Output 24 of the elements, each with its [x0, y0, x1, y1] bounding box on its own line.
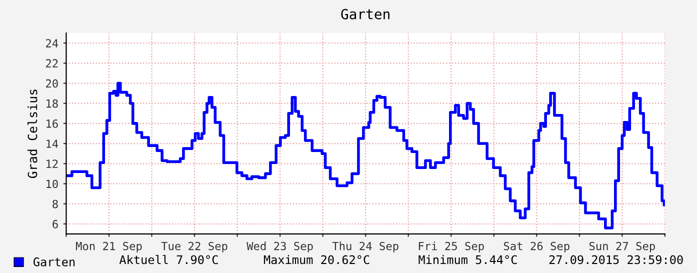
y-tick-label: 20: [46, 79, 58, 88]
y-tick-label: 10: [46, 180, 58, 188]
x-tick-label: Sun 27 Sep: [589, 242, 655, 252]
y-tick-label: 24: [46, 39, 58, 48]
x-tick-label: Sat 26 Sep: [504, 242, 570, 252]
text: Maximum 20.62°C: [264, 255, 370, 264]
text: Minimum 5.44°C: [418, 255, 517, 264]
y-tick-label: 6: [52, 220, 58, 228]
x-tick-label: Mon 21 Sep: [76, 242, 142, 252]
x-tick-label: Thu 24 Sep: [332, 242, 398, 252]
y-tick-label: 16: [46, 119, 58, 128]
text: Aktuell 7.90°C: [119, 254, 218, 264]
x-tick-label: Wed 23 Sep: [246, 242, 313, 252]
legend-label: Garten: [34, 257, 75, 266]
chart-title: Garten: [341, 8, 390, 20]
y-tick-label: 22: [46, 59, 58, 68]
x-tick-label: Tue 22 Sep: [161, 242, 228, 252]
text: 27.09.2015 23:59:00: [549, 255, 683, 264]
y-tick-label: 12: [46, 160, 58, 168]
y-tick-label: 8: [52, 200, 58, 208]
y-axis-title: Grad Celsius: [27, 90, 38, 178]
x-tick-label: Fri 25 Sep: [418, 242, 484, 252]
y-tick-label: 14: [46, 140, 58, 148]
y-tick-label: 18: [46, 99, 58, 108]
